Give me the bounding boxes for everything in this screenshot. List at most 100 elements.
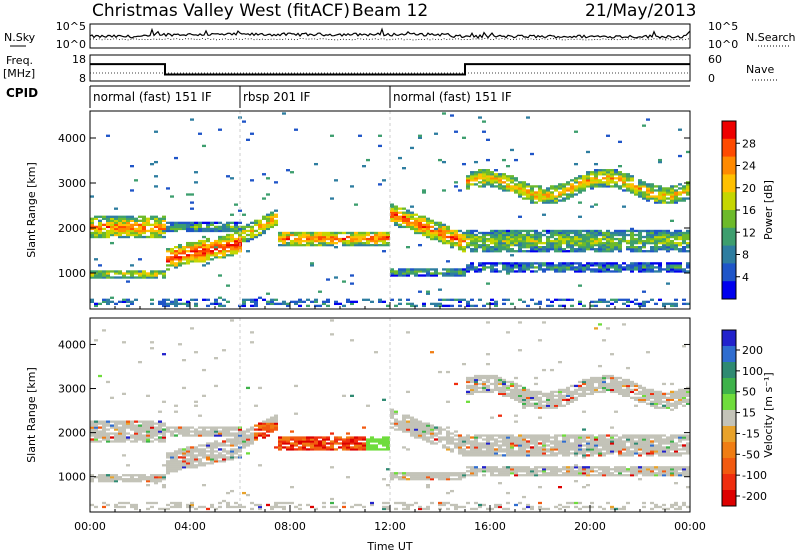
heatmap-cell bbox=[250, 231, 254, 235]
heatmap-cell bbox=[486, 138, 490, 141]
frequency-panel: 18 8 60 0 Freq. [MHz] Nave bbox=[3, 53, 778, 85]
heatmap-cell bbox=[550, 396, 554, 399]
heatmap-cell bbox=[230, 434, 234, 437]
heatmap-cell bbox=[238, 221, 242, 225]
heatmap-cell bbox=[154, 272, 158, 275]
heatmap-cell bbox=[398, 207, 402, 210]
heatmap-cell bbox=[94, 225, 98, 229]
heatmap-cell bbox=[682, 191, 686, 194]
heatmap-cell bbox=[658, 233, 662, 237]
heatmap-cell bbox=[538, 187, 542, 190]
heatmap-cell bbox=[106, 223, 110, 227]
heatmap-cell bbox=[370, 231, 374, 235]
heatmap-cell bbox=[574, 480, 578, 483]
heatmap-cell bbox=[418, 424, 422, 427]
heatmap-cell bbox=[662, 189, 666, 192]
heatmap-cell bbox=[438, 370, 442, 374]
heatmap-cell bbox=[486, 183, 490, 186]
heatmap-cell bbox=[198, 252, 202, 255]
heatmap-cell bbox=[358, 448, 362, 451]
heatmap-cell bbox=[370, 436, 374, 439]
heatmap-cell bbox=[434, 472, 438, 475]
heatmap-cell bbox=[202, 432, 206, 435]
heatmap-cell bbox=[230, 239, 234, 243]
heatmap-cell bbox=[382, 448, 386, 451]
heatmap-cell bbox=[346, 298, 350, 301]
heatmap-cell bbox=[430, 430, 434, 433]
heatmap-cell bbox=[274, 209, 278, 212]
heatmap-cell bbox=[634, 233, 638, 237]
heatmap-cell bbox=[482, 386, 486, 390]
heatmap-cell bbox=[654, 450, 658, 453]
heatmap-cell bbox=[550, 231, 554, 235]
heatmap-cell bbox=[122, 223, 126, 227]
heatmap-cell bbox=[266, 418, 270, 421]
heatmap-cell bbox=[154, 430, 158, 433]
heatmap-cell bbox=[202, 235, 206, 239]
heatmap-cell bbox=[526, 505, 530, 509]
heatmap-cell bbox=[270, 221, 274, 225]
heatmap-cell bbox=[602, 434, 606, 437]
heatmap-cell bbox=[486, 237, 490, 241]
heatmap-cell bbox=[282, 243, 286, 247]
heatmap-cell bbox=[514, 466, 518, 469]
heatmap-cell bbox=[590, 392, 594, 396]
heatmap-cell bbox=[482, 173, 486, 176]
heatmap-cell bbox=[514, 229, 518, 233]
heatmap-cell bbox=[622, 185, 626, 188]
heatmap-cell bbox=[110, 225, 114, 229]
heatmap-cell bbox=[234, 221, 238, 225]
heatmap-cell bbox=[586, 235, 590, 239]
heatmap-cell bbox=[566, 183, 570, 186]
heatmap-cell bbox=[418, 268, 422, 271]
heatmap-cell bbox=[606, 246, 610, 249]
heatmap-cell bbox=[614, 177, 618, 180]
heatmap-cell bbox=[214, 252, 218, 255]
heatmap-cell bbox=[494, 268, 498, 271]
heatmap-cell bbox=[150, 272, 154, 275]
heatmap-cell bbox=[538, 189, 542, 192]
heatmap-cell bbox=[270, 424, 274, 427]
heatmap-cell bbox=[254, 428, 258, 431]
heatmap-cell bbox=[318, 235, 322, 239]
heatmap-cell bbox=[454, 430, 458, 433]
heatmap-cell bbox=[586, 241, 590, 245]
heatmap-cell bbox=[106, 134, 110, 137]
heatmap-cell bbox=[518, 246, 522, 249]
heatmap-cell bbox=[430, 476, 434, 479]
heatmap-cell bbox=[414, 223, 418, 227]
heatmap-cell bbox=[170, 458, 174, 461]
heatmap-cell bbox=[474, 386, 478, 390]
heatmap-cell bbox=[114, 276, 118, 279]
heatmap-cell bbox=[626, 392, 630, 396]
heatmap-cell bbox=[422, 434, 426, 437]
heatmap-cell bbox=[490, 454, 494, 457]
heatmap-cell bbox=[662, 187, 666, 190]
heatmap-cell bbox=[478, 268, 482, 271]
heatmap-cell bbox=[402, 501, 406, 505]
heatmap-cell bbox=[654, 468, 658, 471]
heatmap-cell bbox=[314, 233, 318, 237]
heatmap-cell bbox=[554, 436, 558, 439]
heatmap-cell bbox=[118, 432, 122, 435]
heatmap-cell bbox=[246, 233, 250, 237]
heatmap-cell bbox=[250, 221, 254, 225]
heatmap-cell bbox=[186, 246, 190, 249]
heatmap-cell bbox=[90, 424, 94, 427]
heatmap-cell bbox=[446, 274, 450, 277]
heatmap-cell bbox=[614, 384, 618, 388]
heatmap-cell bbox=[206, 298, 210, 301]
heatmap-cell bbox=[242, 300, 246, 303]
heatmap-cell bbox=[150, 474, 154, 477]
heatmap-cell bbox=[646, 229, 650, 233]
heatmap-cell bbox=[466, 378, 470, 382]
heatmap-cell bbox=[566, 264, 570, 267]
heatmap-cell bbox=[274, 181, 278, 184]
heatmap-cell bbox=[606, 231, 610, 235]
heatmap-cell bbox=[506, 268, 510, 271]
heatmap-cell bbox=[590, 384, 594, 388]
heatmap-cell bbox=[562, 404, 566, 407]
heatmap-cell bbox=[474, 448, 478, 451]
heatmap-cell bbox=[502, 436, 506, 439]
heatmap-cell bbox=[294, 448, 298, 451]
